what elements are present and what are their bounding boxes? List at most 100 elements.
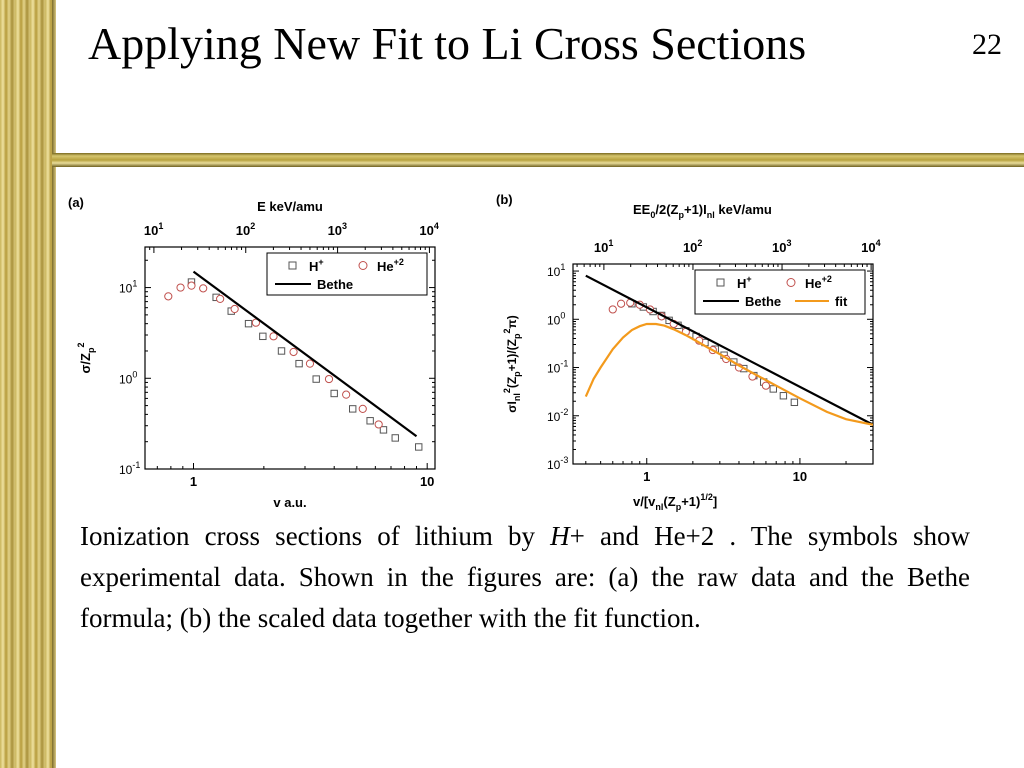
- legend-box: [266, 252, 428, 296]
- y-tick-label-part: -3: [560, 455, 568, 465]
- data-point-h: [349, 405, 357, 413]
- y-tick-label: 10-3: [547, 455, 568, 472]
- legend-he-marker: [786, 278, 796, 287]
- data-point-he: [251, 318, 261, 327]
- y-tick-label-part: 10: [547, 458, 561, 472]
- top-tick-label: 103: [772, 238, 791, 255]
- y-tick-label-part: -1: [132, 460, 140, 470]
- top-tick-label-part: 3: [342, 221, 347, 231]
- y-tick-label-part: 10: [119, 372, 133, 386]
- data-point-h: [295, 359, 303, 368]
- y-tick-label-part: 10: [547, 362, 561, 376]
- data-point-h: [277, 347, 286, 355]
- data-point-h: [790, 398, 799, 407]
- data-point-he: [269, 332, 278, 341]
- y-axis-title-part: +1)/(Z: [505, 339, 519, 371]
- legend-h-label-part: H: [309, 259, 318, 274]
- legend-he-label: He+2: [805, 274, 832, 291]
- y-axis-title-part: p: [86, 347, 96, 353]
- x-axis-title-part: +1): [681, 494, 700, 509]
- top-tick-label-part: 4: [876, 238, 881, 248]
- data-point-he: [616, 299, 626, 308]
- plot-frame: [572, 263, 874, 465]
- caption-part-1: Ionization cross sections of lithium by: [80, 521, 551, 551]
- y-axis-title-part: σI: [505, 401, 519, 413]
- y-tick-label: 101: [547, 262, 565, 279]
- top-tick-label: 103: [328, 221, 347, 238]
- y-axis-title-part: nl: [512, 393, 522, 401]
- top-axis-title-part: nl: [707, 210, 715, 220]
- plot-area: [584, 274, 873, 426]
- legend-he-label-part: +2: [394, 257, 404, 267]
- data-point-h: [259, 332, 267, 341]
- y-tick-label: 100: [547, 310, 565, 327]
- legend-he-marker: [358, 261, 368, 270]
- data-point-h: [244, 319, 253, 328]
- y-axis-title-part: σ/Z: [78, 353, 93, 374]
- data-point-h: [379, 426, 388, 434]
- x-axis-title-part: ]: [713, 494, 717, 509]
- top-axis-title-part: 0: [650, 210, 655, 220]
- y-tick-label-part: 10: [119, 282, 133, 296]
- data-point-he: [187, 281, 196, 290]
- y-axis-title-part: π): [505, 315, 519, 328]
- y-tick-label-part: 10: [547, 265, 561, 279]
- data-point-h: [779, 392, 788, 400]
- y-tick-label: 100: [119, 369, 137, 386]
- y-tick-label-part: 1: [560, 262, 565, 272]
- data-point-he: [289, 347, 298, 357]
- x-axis-title: v/[vnl(Zp+1)1/2]: [633, 492, 717, 512]
- decorative-left-border: [0, 0, 56, 768]
- data-point-h: [330, 389, 338, 398]
- legend-h-label-part: H: [737, 276, 746, 291]
- data-point-he: [761, 381, 771, 390]
- y-tick-label: 10-1: [547, 359, 568, 376]
- top-tick-label: 102: [683, 238, 702, 255]
- top-axis-title-part: keV/amu: [715, 202, 772, 217]
- top-tick-label: 101: [594, 238, 613, 255]
- legend-he-label-part: He: [377, 259, 394, 274]
- top-tick-label-part: 10: [683, 240, 697, 255]
- panel-label: (a): [68, 195, 84, 210]
- top-tick-label-part: 10: [861, 240, 875, 255]
- top-tick-label-part: 10: [419, 223, 433, 238]
- series-line-bethe: [192, 270, 418, 438]
- data-point-h: [415, 443, 423, 451]
- legend-he-label: He+2: [377, 257, 404, 274]
- legend-h-marker: [288, 261, 297, 270]
- top-tick-label-part: 3: [787, 238, 792, 248]
- data-point-h: [312, 375, 320, 383]
- y-tick-label-part: 10: [119, 463, 133, 477]
- y-tick-label-part: 10: [547, 410, 561, 424]
- legend-fit-label: fit: [835, 294, 848, 309]
- data-point-h: [366, 417, 374, 425]
- top-tick-label-part: 1: [158, 221, 163, 231]
- y-axis-title-part: (Z: [505, 377, 519, 388]
- legend-h-marker: [716, 278, 725, 287]
- top-tick-label: 104: [861, 238, 880, 255]
- x-axis-title: v a.u.: [273, 495, 306, 510]
- x-tick-label: 10: [420, 474, 434, 489]
- y-tick-label-part: 0: [560, 310, 565, 320]
- top-tick-label-part: 10: [594, 240, 608, 255]
- x-axis-title-part: v/[v: [633, 494, 656, 509]
- y-axis-title-part: 2: [502, 388, 512, 393]
- top-tick-label-part: 10: [328, 223, 342, 238]
- data-point-he: [324, 374, 334, 384]
- y-tick-label-part: -1: [560, 359, 568, 369]
- caption-part-2: + and He+2 . The symbols show experiment…: [80, 521, 970, 633]
- slide-caption: Ionization cross sections of lithium by …: [80, 516, 970, 639]
- top-tick-label-part: 10: [772, 240, 786, 255]
- data-point-he: [342, 390, 351, 399]
- data-point-he: [164, 292, 173, 301]
- legend-box: [694, 269, 866, 315]
- legend-he-label-part: He: [805, 276, 822, 291]
- x-axis-title-part: nl: [655, 502, 663, 512]
- slide-title: Applying New Fit to Li Cross Sections: [88, 18, 807, 69]
- y-tick-label-part: -2: [560, 407, 568, 417]
- legend-h-label: H+: [737, 274, 752, 291]
- y-axis-title-part: p: [512, 333, 522, 339]
- y-tick-label-part: 1: [132, 279, 137, 289]
